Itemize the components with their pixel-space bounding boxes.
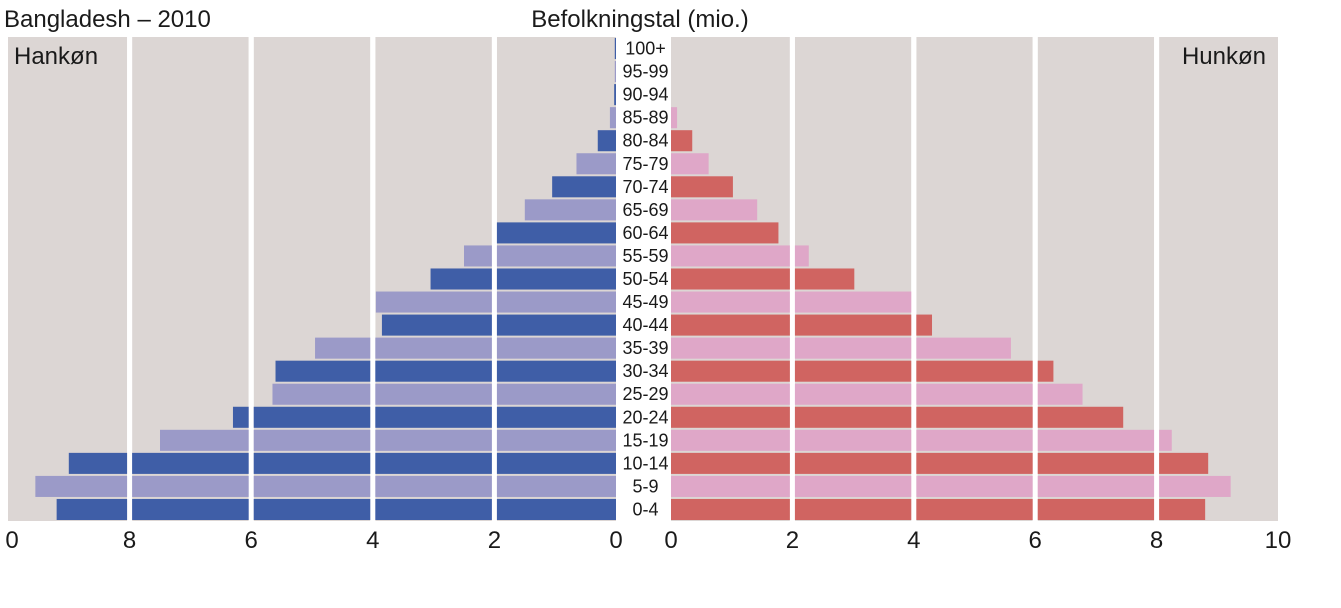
female-bar-25-29 — [671, 383, 1083, 405]
gridline — [789, 37, 795, 521]
age-label: 60-64 — [622, 223, 668, 243]
male-bar-65-69 — [524, 199, 616, 221]
gridline — [1032, 37, 1038, 521]
age-label: 100+ — [625, 39, 666, 59]
female-bar-0-4 — [671, 498, 1206, 520]
age-label: 75-79 — [622, 154, 668, 174]
age-label: 95-99 — [622, 62, 668, 82]
right-tick-label: 2 — [786, 527, 799, 554]
age-label: 35-39 — [622, 338, 668, 358]
male-bar-70-74 — [552, 176, 616, 198]
female-bar-85-89 — [671, 107, 678, 129]
gridline — [911, 37, 917, 521]
male-bar-80-84 — [597, 130, 616, 152]
female-bar-10-14 — [671, 452, 1209, 474]
right-tick-label: 8 — [1150, 527, 1163, 554]
male-bar-10-14 — [68, 452, 617, 474]
female-bar-15-19 — [671, 429, 1172, 451]
left-tick-label: 0 — [609, 527, 622, 554]
female-bar-75-79 — [671, 153, 709, 175]
left-tick-label: 6 — [245, 527, 258, 554]
left-tick-label: 8 — [123, 527, 136, 554]
gridline — [248, 37, 254, 521]
male-bar-15-19 — [160, 429, 616, 451]
male-bar-25-29 — [272, 383, 616, 405]
right-tick-label: 6 — [1029, 527, 1042, 554]
female-bar-30-34 — [671, 360, 1054, 382]
left-tick-label: 2 — [488, 527, 501, 554]
age-label: 20-24 — [622, 407, 668, 427]
age-label: 70-74 — [622, 177, 668, 197]
gridline — [370, 37, 376, 521]
right-tick-label: 10 — [1265, 527, 1292, 554]
age-label: 65-69 — [622, 200, 668, 220]
female-bar-80-84 — [671, 130, 693, 152]
male-bar-30-34 — [275, 360, 616, 382]
female-bar-50-54 — [671, 268, 855, 290]
age-label: 30-34 — [622, 361, 668, 381]
age-group-labels: 100+ 95-99 90-94 85-89 80-84 75-79 70-74 65-69 6… — [622, 39, 668, 520]
male-bar-35-39 — [315, 337, 616, 359]
gridline — [127, 37, 133, 521]
male-bar-5-9 — [35, 475, 617, 497]
male-bar-40-44 — [381, 314, 616, 336]
chart-title: Bangladesh – 2010 — [4, 6, 211, 33]
male-bar-90-94 — [614, 84, 616, 106]
age-label: 45-49 — [622, 292, 668, 312]
female-bar-55-59 — [671, 245, 809, 267]
female-bar-5-9 — [671, 475, 1231, 497]
age-label: 55-59 — [622, 246, 668, 266]
female-bar-35-39 — [671, 337, 1011, 359]
male-bar-100+ — [614, 38, 616, 60]
chart-subtitle: Befolkningstal (mio.) — [531, 6, 748, 33]
left-side-label: Hankøn — [14, 43, 98, 70]
age-label: 5-9 — [632, 476, 658, 496]
male-bar-75-79 — [576, 153, 616, 175]
age-label: 85-89 — [622, 108, 668, 128]
age-label: 0-4 — [632, 499, 658, 519]
age-label: 10-14 — [622, 453, 668, 473]
age-label: 40-44 — [622, 315, 668, 335]
male-bar-55-59 — [464, 245, 616, 267]
male-bar-20-24 — [232, 406, 616, 428]
female-bar-40-44 — [671, 314, 933, 336]
male-bar-60-64 — [494, 222, 616, 244]
age-label: 80-84 — [622, 131, 668, 151]
right-tick-label: 4 — [907, 527, 920, 554]
age-label: 15-19 — [622, 430, 668, 450]
female-bar-60-64 — [671, 222, 779, 244]
gridline — [1154, 37, 1160, 521]
right-side-label: Hunkøn — [1182, 43, 1266, 70]
right-tick-label: 0 — [664, 527, 677, 554]
female-bar-70-74 — [671, 176, 733, 198]
age-label: 90-94 — [622, 85, 668, 105]
age-label: 25-29 — [622, 384, 668, 404]
left-tick-label: 4 — [366, 527, 379, 554]
female-bar-65-69 — [671, 199, 758, 221]
gridline — [491, 37, 497, 521]
male-bar-95-99 — [614, 61, 616, 83]
male-bar-50-54 — [430, 268, 616, 290]
male-bar-85-89 — [609, 107, 616, 129]
age-label: 50-54 — [622, 269, 668, 289]
left-tick-label: 0 — [5, 527, 18, 554]
x-axis-tick-labels: 0 8 6 4 2 0 0 2 4 6 8 10 — [5, 527, 1291, 554]
gridlines-over-bars — [127, 37, 1160, 521]
male-bar-0-4 — [56, 498, 616, 520]
female-bar-20-24 — [671, 406, 1124, 428]
